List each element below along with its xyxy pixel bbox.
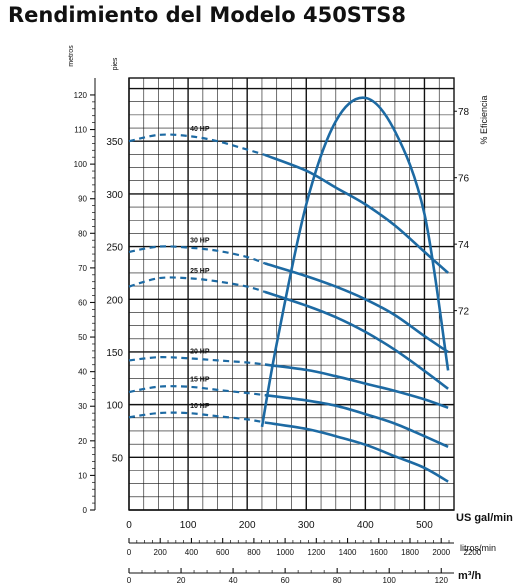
metros-axis-title: metros <box>68 45 75 67</box>
lpm-tick-label: 1200 <box>307 548 325 557</box>
label-10-hp: 10 HP <box>190 403 210 410</box>
lpm-axis-title: litros/min <box>460 543 496 553</box>
efficiency-tick-label: 76 <box>458 174 470 185</box>
m3h-tick-label: 0 <box>127 576 132 585</box>
label-25-hp: 25 HP <box>190 268 210 275</box>
usgpm-tick-label: 0 <box>126 520 132 531</box>
pies-tick-label: 200 <box>106 295 123 306</box>
m3h-axis-title: m³/h <box>458 570 482 582</box>
plot-frame <box>128 77 455 511</box>
curve-40-hp-dashed <box>128 133 266 156</box>
m3h-tick-label: 20 <box>177 576 186 585</box>
usgpm-axis-title: US gal/min <box>456 512 513 524</box>
grid <box>128 77 455 511</box>
metros-tick-label: 40 <box>78 368 87 377</box>
metros-tick-label: 0 <box>83 506 88 515</box>
curve-30-hp <box>264 262 449 354</box>
metros-tick-label: 120 <box>74 91 88 100</box>
curve-25-hp <box>264 290 449 390</box>
lpm-tick-label: 2200 <box>464 548 482 557</box>
curve-30-hp-dashed <box>128 245 266 265</box>
m3h-tick-label: 100 <box>383 576 397 585</box>
lpm-tick-label: 1600 <box>370 548 388 557</box>
curve-15-hp <box>264 393 449 448</box>
pies-tick-label: 300 <box>106 190 123 201</box>
m3h-tick-label: 120 <box>435 576 449 585</box>
usgpm-tick-label: 400 <box>357 520 374 531</box>
curve-40-hp <box>264 153 449 274</box>
m3h-tick-label: 40 <box>229 576 238 585</box>
m3h-tick-label: 80 <box>333 576 342 585</box>
metros-tick-label: 60 <box>78 298 87 307</box>
curve-15-hp-dashed <box>128 385 266 397</box>
lpm-tick-label: 800 <box>247 548 261 557</box>
label-40-hp: 40 HP <box>190 126 210 133</box>
metros-tick-label: 90 <box>78 195 87 204</box>
usgpm-tick-label: 200 <box>239 520 256 531</box>
lpm-tick-label: 400 <box>185 548 199 557</box>
lpm-tick-label: 1800 <box>401 548 419 557</box>
label-15-hp: 15 HP <box>190 377 210 384</box>
lpm-tick-label: 0 <box>127 548 132 557</box>
chart-title: Rendimiento del Modelo 450STS8 <box>8 3 406 27</box>
metros-tick-label: 70 <box>78 264 87 273</box>
pies-tick-label: 150 <box>106 348 123 359</box>
efficiency-axis-title: % Eficiencia <box>479 95 489 144</box>
lpm-tick-label: 1000 <box>276 548 294 557</box>
label-30-hp: 30 HP <box>190 238 210 245</box>
curve-efficiency <box>260 96 450 428</box>
curve-10-hp <box>264 421 449 483</box>
curve-20-hp <box>264 363 449 410</box>
efficiency-tick-label: 74 <box>458 240 470 251</box>
usgpm-tick-label: 300 <box>298 520 315 531</box>
pies-tick-label: 50 <box>112 453 124 464</box>
curve-20-hp-dashed <box>128 356 266 366</box>
pies-axis-title: pies <box>112 57 119 70</box>
pies-tick-label: 350 <box>106 137 123 148</box>
labels: 40 HP 30 HP 25 HP 20 HP 15 HP 10 HP <box>190 126 210 410</box>
metros-tick-label: 30 <box>78 402 87 411</box>
m3h-tick-label: 60 <box>281 576 290 585</box>
metros-tick-label: 10 <box>78 471 87 480</box>
axes: 0 10 20 30 40 50 60 70 80 90 100 110 120 metros 50 100 1… <box>68 45 513 585</box>
metros-tick-label: 110 <box>74 126 87 135</box>
lpm-tick-label: 200 <box>154 548 168 557</box>
lpm-tick-label: 1400 <box>339 548 357 557</box>
efficiency-tick-label: 72 <box>458 307 470 318</box>
usgpm-tick-label: 100 <box>180 520 197 531</box>
lpm-tick-label: 2000 <box>432 548 450 557</box>
lpm-tick-label: 600 <box>216 548 230 557</box>
metros-tick-label: 80 <box>78 229 87 238</box>
pies-tick-label: 250 <box>106 243 123 254</box>
pies-tick-label: 100 <box>106 401 123 412</box>
metros-tick-label: 20 <box>78 437 87 446</box>
metros-tick-label: 100 <box>74 160 88 169</box>
curve-25-hp-dashed <box>128 276 266 293</box>
usgpm-tick-label: 500 <box>416 520 433 531</box>
label-20-hp: 20 HP <box>190 348 210 355</box>
curves <box>128 96 450 483</box>
metros-tick-label: 50 <box>78 333 87 342</box>
efficiency-tick-label: 78 <box>458 107 470 118</box>
curve-10-hp-dashed <box>128 411 266 424</box>
